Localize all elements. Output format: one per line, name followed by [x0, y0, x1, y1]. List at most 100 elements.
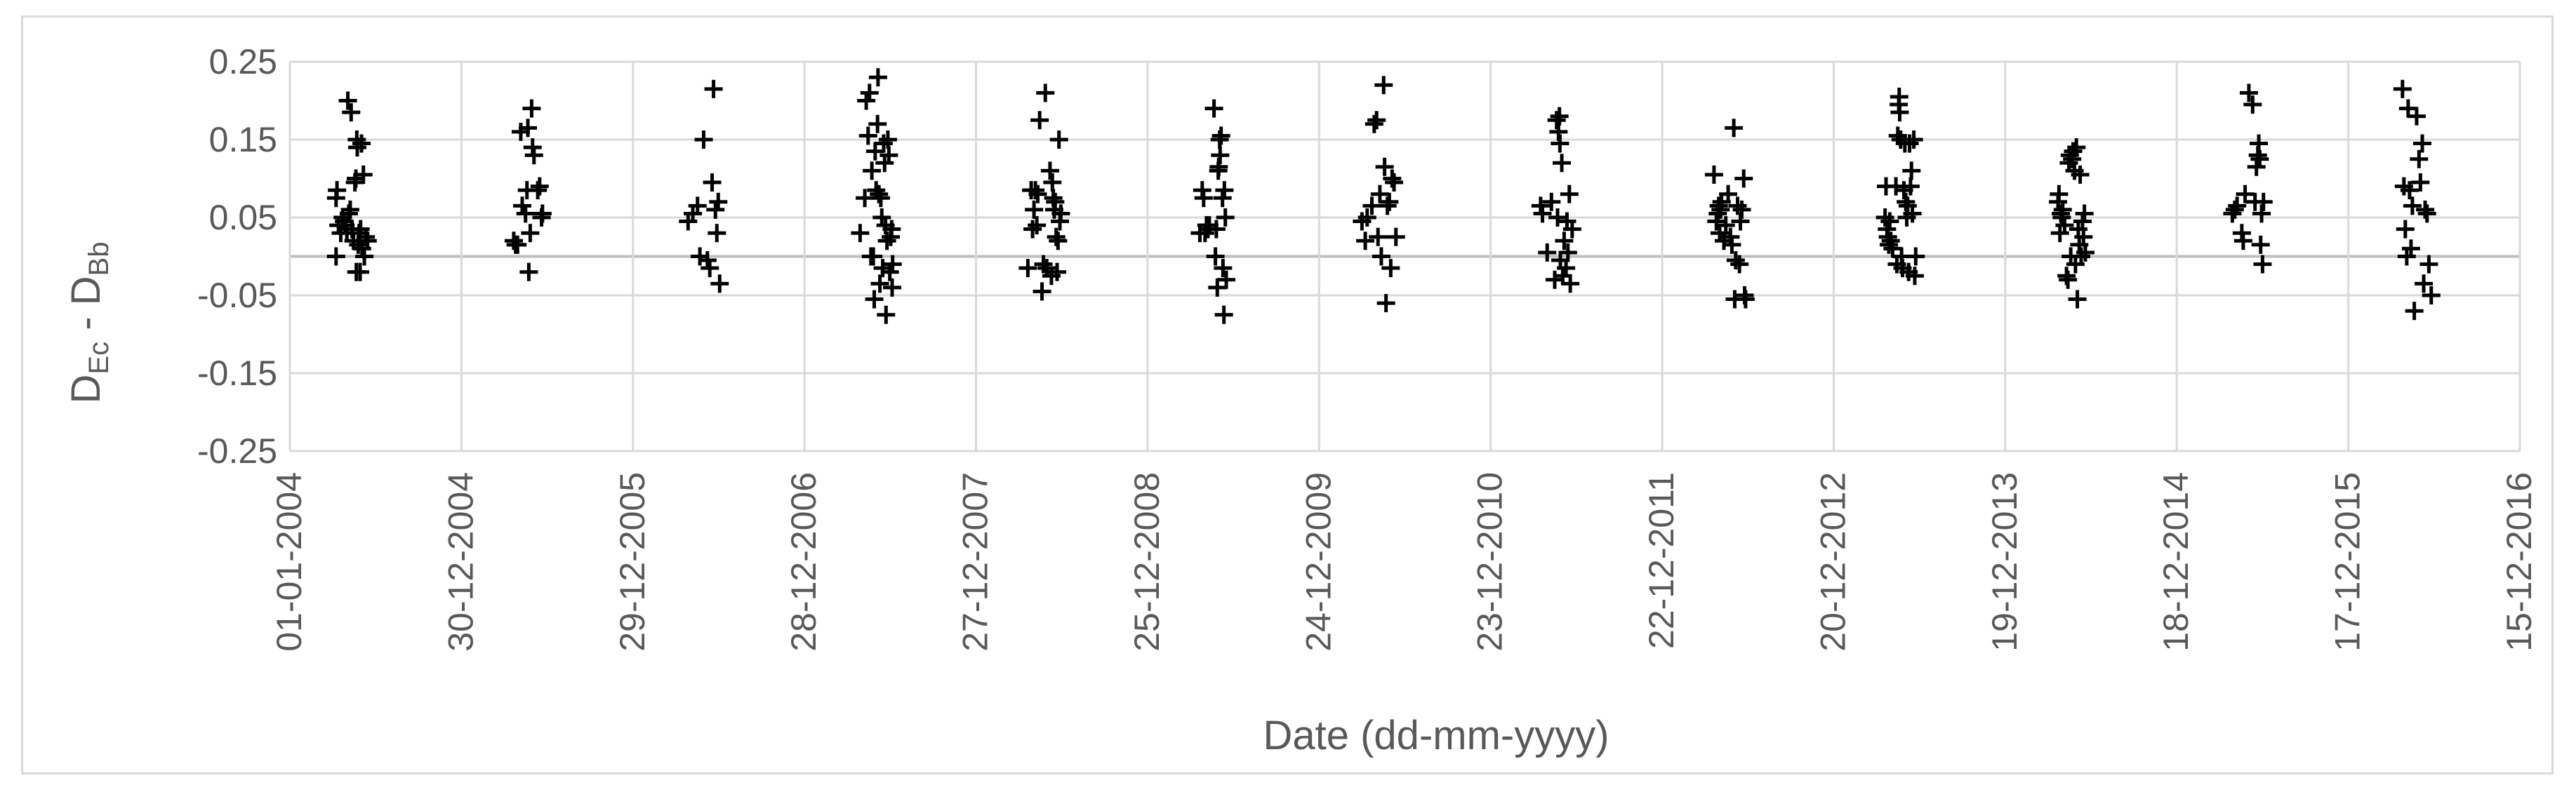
data-point [2064, 142, 2083, 161]
y-tick-label: 0.05 [209, 198, 277, 237]
data-point [2254, 192, 2273, 211]
data-point [694, 130, 713, 149]
data-point [1194, 189, 1213, 208]
x-tick-label: 19-12-2013 [1985, 472, 2024, 652]
x-tick-label: 25-12-2008 [1127, 472, 1167, 652]
x-tick-label: 17-12-2015 [2328, 472, 2368, 652]
data-point [1905, 267, 1924, 286]
data-point [1546, 270, 1565, 289]
data-point [1369, 227, 1388, 246]
data-point [851, 224, 870, 243]
data-point [354, 165, 373, 184]
data-point [864, 247, 883, 266]
data-point [1374, 76, 1393, 95]
data-point [342, 103, 361, 122]
data-point [1030, 111, 1049, 130]
data-point [2074, 227, 2093, 246]
x-tick-label: 18-12-2014 [2156, 472, 2196, 652]
data-point [704, 79, 723, 98]
data-point [1728, 196, 1747, 215]
data-point [883, 278, 902, 297]
data-point [522, 99, 541, 118]
data-point [1383, 169, 1402, 188]
data-point [1376, 294, 1395, 313]
data-point [1904, 130, 1923, 149]
data-point [1378, 196, 1397, 215]
data-point [1356, 231, 1375, 250]
data-point [877, 305, 896, 324]
data-point [1033, 282, 1051, 301]
data-point [1551, 134, 1569, 153]
data-point [877, 231, 896, 250]
data-point [2050, 184, 2069, 203]
grid-lines [288, 60, 2521, 452]
x-tick-label: 27-12-2007 [956, 472, 995, 652]
data-point [858, 126, 877, 145]
data-point [1903, 204, 1922, 223]
data-point [1040, 161, 1059, 180]
data-point [874, 134, 893, 153]
y-axis-title-sub1: Ec [84, 342, 114, 375]
data-point [508, 235, 527, 254]
data-point [2422, 286, 2441, 304]
data-point [1880, 235, 1899, 254]
data-point [1034, 255, 1053, 274]
data-point [1880, 212, 1899, 231]
data-point [340, 200, 359, 219]
data-point [708, 224, 726, 243]
data-point [328, 181, 347, 200]
data-point [870, 184, 889, 203]
x-tick-label: 23-12-2010 [1470, 472, 1510, 652]
data-point [1023, 220, 1042, 239]
data-point [2233, 231, 2252, 250]
data-point [1043, 173, 1062, 192]
y-tick-label: -0.25 [197, 431, 277, 471]
data-point [1211, 146, 1230, 165]
data-point [1548, 208, 1567, 227]
data-point [863, 161, 882, 180]
data-point [1901, 177, 1920, 196]
data-point [2053, 200, 2072, 219]
y-tick-label: -0.15 [197, 354, 277, 393]
data-point [1207, 220, 1226, 239]
data-point [1725, 119, 1744, 137]
data-point [1028, 184, 1047, 203]
data-point [2243, 95, 2262, 114]
data-point [883, 255, 902, 274]
data-point [1734, 169, 1753, 188]
x-tick-label: 22-12-2011 [1642, 472, 1681, 649]
data-point [358, 231, 377, 250]
data-point [2413, 134, 2432, 153]
data-point [2400, 181, 2419, 200]
data-point [1028, 216, 1047, 235]
data-point [519, 262, 538, 281]
data-point [2411, 173, 2430, 192]
data-point [1704, 165, 1723, 184]
data-point [1370, 184, 1389, 203]
data-point [530, 177, 549, 196]
data-point [2225, 200, 2244, 219]
data-point [1216, 208, 1235, 227]
data-point [1214, 259, 1233, 278]
data-point [1562, 220, 1581, 239]
data-point [355, 247, 374, 266]
data-point [856, 189, 875, 208]
data-point [2416, 200, 2435, 219]
data-point [870, 274, 889, 293]
y-axis-title: DEc - DBb [63, 242, 114, 404]
y-axis-title-mid: - D [63, 276, 109, 341]
data-point [1026, 181, 1045, 200]
data-point [860, 83, 879, 102]
data-point [1555, 231, 1574, 250]
x-tick-labels: 01-01-2004 30-12-2004 29-12-2005 28-12-2006… [270, 472, 2539, 652]
data-point [1385, 173, 1404, 192]
data-point [1367, 111, 1386, 130]
data-point [1553, 154, 1572, 173]
data-point [348, 138, 367, 157]
data-point [1558, 243, 1577, 262]
data-point [1533, 204, 1552, 223]
data-point [2055, 216, 2074, 235]
data-point [524, 146, 543, 165]
x-tick-label: 28-12-2006 [784, 472, 823, 652]
data-point [2396, 220, 2415, 239]
